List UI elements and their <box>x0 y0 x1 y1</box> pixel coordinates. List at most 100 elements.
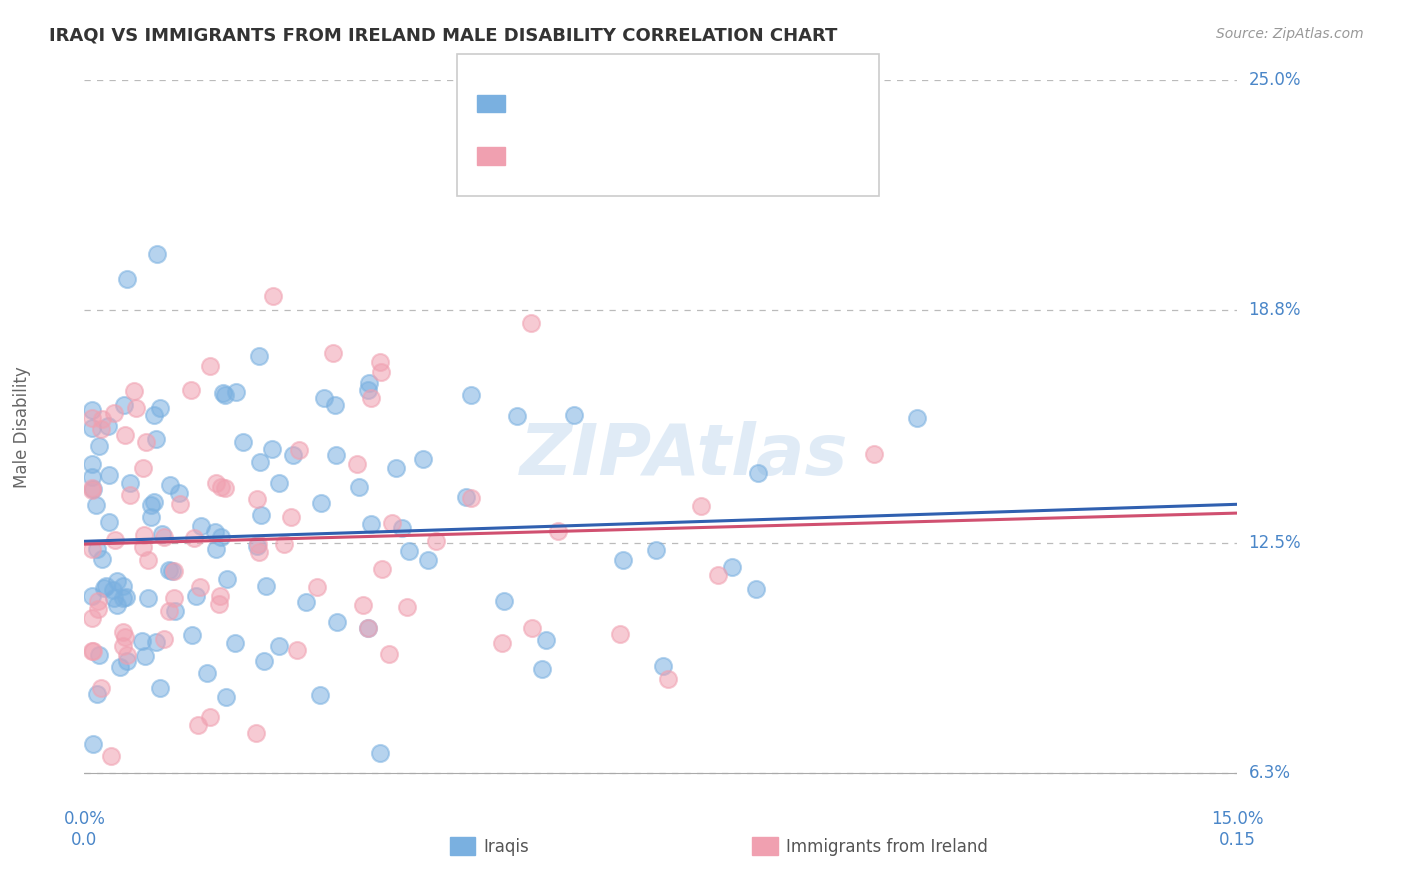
Text: R =: R = <box>516 147 561 165</box>
Point <box>905 411 928 425</box>
Point <box>353 598 375 612</box>
Point <box>80 483 103 497</box>
Point <box>86 541 108 556</box>
Point <box>135 435 157 450</box>
Point <box>146 247 169 261</box>
Point <box>145 635 167 649</box>
Text: IRAQI VS IMMIGRANTS FROM IRELAND MALE DISABILITY CORRELATION CHART: IRAQI VS IMMIGRANTS FROM IRELAND MALE DI… <box>49 27 838 45</box>
Point <box>188 580 211 594</box>
Point <box>246 539 269 553</box>
Point <box>456 491 478 505</box>
Point <box>136 553 159 567</box>
Point <box>103 591 125 605</box>
Point <box>118 488 141 502</box>
Point <box>132 461 155 475</box>
Point <box>120 475 142 490</box>
Point <box>644 543 666 558</box>
Point <box>131 633 153 648</box>
Point <box>149 401 172 416</box>
Point <box>160 564 183 578</box>
Point <box>280 509 302 524</box>
Point <box>707 568 730 582</box>
Point <box>309 496 332 510</box>
Point <box>97 418 120 433</box>
Point <box>149 681 172 695</box>
Point <box>609 626 631 640</box>
Point <box>86 687 108 701</box>
Point <box>80 411 103 425</box>
Point <box>97 467 120 482</box>
Point <box>391 521 413 535</box>
Point <box>246 537 269 551</box>
Point <box>111 624 134 639</box>
Point <box>125 401 148 415</box>
Point <box>547 524 569 539</box>
Text: N =: N = <box>617 95 657 112</box>
Point <box>195 665 218 680</box>
Point <box>82 483 104 497</box>
Point <box>153 632 176 647</box>
Point <box>214 481 236 495</box>
Point <box>115 648 138 663</box>
Point <box>425 533 447 548</box>
Point <box>209 589 232 603</box>
Point <box>412 451 434 466</box>
Point <box>132 528 155 542</box>
Point <box>87 593 110 607</box>
Point <box>506 409 529 423</box>
Point <box>651 659 673 673</box>
Point <box>198 710 221 724</box>
Point <box>89 438 111 452</box>
Point <box>395 599 418 614</box>
Point <box>80 611 103 625</box>
Point <box>744 582 766 596</box>
Point <box>215 690 238 705</box>
Text: 25.0%: 25.0% <box>1249 71 1301 89</box>
Point <box>111 579 134 593</box>
Point <box>398 543 420 558</box>
Point <box>249 349 271 363</box>
Point <box>520 316 543 330</box>
Point <box>163 564 186 578</box>
Point <box>246 492 269 507</box>
Point <box>80 458 103 472</box>
Point <box>87 601 110 615</box>
Point <box>460 387 482 401</box>
Point <box>232 435 254 450</box>
Point <box>250 508 273 523</box>
Point <box>181 834 204 848</box>
Point <box>323 398 346 412</box>
Point <box>347 480 370 494</box>
Text: Male Disability: Male Disability <box>13 366 31 488</box>
Point <box>863 447 886 461</box>
Point <box>93 581 115 595</box>
Point <box>98 515 121 529</box>
Point <box>492 593 515 607</box>
Point <box>295 595 318 609</box>
Point <box>90 681 112 696</box>
Text: 0.0: 0.0 <box>72 830 97 848</box>
Point <box>224 636 246 650</box>
Point <box>305 581 328 595</box>
Point <box>169 497 191 511</box>
Point <box>159 478 181 492</box>
Point <box>82 644 104 658</box>
Point <box>357 376 380 390</box>
Point <box>103 583 125 598</box>
Text: ZIPAtlas: ZIPAtlas <box>520 422 848 491</box>
Point <box>115 591 138 605</box>
Point <box>253 654 276 668</box>
Point <box>534 633 557 648</box>
Point <box>371 562 394 576</box>
Text: 6.3%: 6.3% <box>1249 764 1291 782</box>
Text: 18.8%: 18.8% <box>1249 301 1301 319</box>
Point <box>143 408 166 422</box>
Point <box>287 443 309 458</box>
Point <box>204 524 226 539</box>
Point <box>139 498 162 512</box>
Point <box>114 428 136 442</box>
Point <box>370 366 392 380</box>
Point <box>209 530 232 544</box>
Point <box>84 499 107 513</box>
Point <box>368 355 391 369</box>
